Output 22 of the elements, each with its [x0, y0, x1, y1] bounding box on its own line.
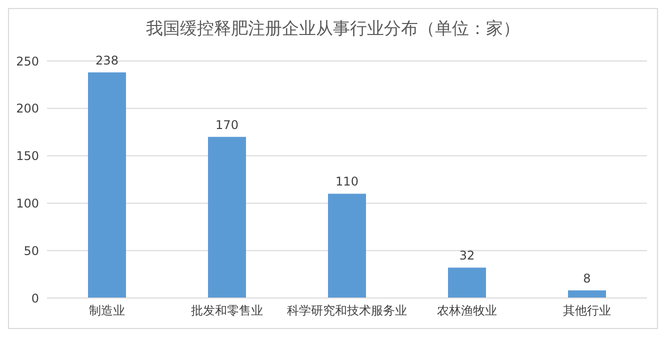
data-label: 170 — [216, 118, 238, 132]
x-tick-label: 其他行业 — [563, 304, 611, 318]
data-label: 8 — [583, 271, 591, 286]
y-tick-label: 150 — [16, 149, 39, 164]
bar — [328, 194, 366, 298]
data-label: 238 — [96, 53, 118, 68]
data-label: 32 — [459, 248, 475, 263]
bar — [208, 136, 246, 298]
y-tick-label: 100 — [16, 196, 39, 210]
x-tick-label: 科学研究和技术服务业 — [287, 304, 407, 318]
y-tick-label: 50 — [24, 244, 39, 258]
x-tick-label: 制造业 — [89, 304, 125, 318]
y-tick-label: 250 — [16, 54, 39, 68]
bar — [448, 268, 486, 298]
bar — [88, 72, 126, 298]
x-tick-label: 农林渔牧业 — [437, 304, 497, 318]
data-label: 110 — [336, 174, 358, 189]
y-tick-label: 0 — [31, 291, 39, 306]
x-tick-label: 批发和零售业 — [191, 304, 263, 318]
chart-title: 我国缓控释肥注册企业从事行业分布（单位：家） — [145, 18, 521, 41]
y-tick-label: 200 — [16, 102, 39, 116]
bar — [568, 290, 606, 298]
